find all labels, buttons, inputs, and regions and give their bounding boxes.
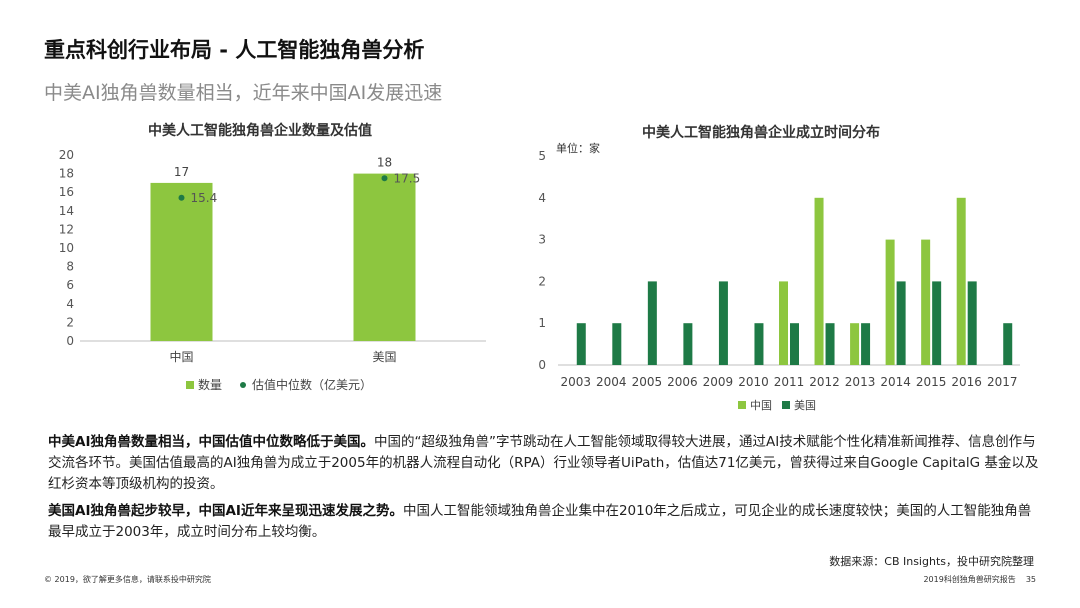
bar-china-2013	[850, 323, 860, 365]
legend-label-count: 数量	[198, 377, 222, 392]
y-tick-label: 18	[59, 167, 74, 181]
y-tick-label: 5	[538, 149, 546, 163]
legend-swatch-usa	[782, 401, 790, 409]
y-tick-label: 6	[66, 278, 74, 292]
bar-count-中国	[150, 182, 213, 341]
y-tick-label: 8	[66, 260, 74, 274]
valuation-point-中国	[178, 194, 185, 201]
x-tick-label: 2011	[774, 375, 805, 389]
bar-usa-2016	[967, 281, 977, 365]
bar-usa-2006	[683, 323, 693, 365]
bar-usa-2014	[896, 281, 906, 365]
bar-usa-2009	[718, 281, 728, 365]
data-label-count: 17	[174, 165, 189, 179]
bar-china-2016	[956, 197, 966, 365]
paragraph-1: 中美AI独角兽数量相当，中国估值中位数略低于美国。中国的“超级独角兽”字节跳动在…	[48, 432, 1043, 495]
y-tick-label: 2	[66, 315, 74, 329]
chart2-title: 中美人工智能独角兽企业成立时间分布	[642, 125, 880, 141]
y-tick-label: 0	[66, 334, 74, 348]
footer-report-name: 2019科创独角兽研究报告	[923, 575, 1016, 584]
bar-usa-2010	[754, 323, 764, 365]
y-tick-label: 1	[538, 316, 546, 330]
bar-usa-2003	[576, 323, 586, 365]
data-label-valuation: 15.4	[191, 191, 218, 205]
bar-usa-2011	[790, 323, 799, 365]
y-tick-label: 3	[538, 233, 546, 247]
x-tick-label: 2013	[845, 375, 876, 389]
y-tick-label: 20	[59, 148, 74, 162]
bar-usa-2013	[861, 323, 871, 365]
x-tick-label: 美国	[372, 350, 396, 364]
x-tick-label: 2010	[738, 375, 769, 389]
y-tick-label: 16	[59, 185, 74, 199]
footer-right: 2019科创独角兽研究报告 35	[913, 574, 1036, 585]
paragraph-2-lead: 美国AI独角兽起步较早，中国AI近年来呈现迅速发展之势。	[48, 503, 403, 519]
chart-founding-years: 0 1 2 3 4 5 2003 2004 2005 2006 2009 2010 2011 2012 20…	[538, 149, 1020, 412]
data-label-valuation: 17.5	[394, 171, 421, 185]
legend-marker-valuation	[240, 382, 246, 388]
legend-label-valuation: 估值中位数（亿美元）	[252, 377, 372, 392]
footer-copyright: © 2019，欲了解更多信息，请联系投中研究院	[44, 575, 211, 584]
x-tick-label: 2004	[596, 375, 627, 389]
x-tick-label: 2003	[560, 375, 591, 389]
legend-swatch-china	[738, 401, 746, 409]
page-number: 35	[1025, 575, 1036, 584]
bar-usa-2017	[1003, 323, 1013, 365]
bar-usa-2005	[647, 281, 657, 365]
y-tick-label: 4	[538, 191, 546, 205]
x-tick-label: 2015	[916, 375, 947, 389]
bar-usa-2015	[932, 281, 942, 365]
x-tick-label: 2005	[632, 375, 663, 389]
page-title: 重点科创行业布局 - 人工智能独角兽分析	[44, 38, 425, 62]
bar-china-2012	[814, 197, 824, 365]
x-tick-label: 2014	[880, 375, 911, 389]
legend-swatch-count	[186, 381, 194, 389]
y-tick-label: 0	[538, 358, 546, 372]
bar-usa-2004	[612, 323, 622, 365]
paragraph-2-body: 中国人工智能领域独角兽企业集中在2010年之后成立，可见企业的成长速度较快；美国…	[48, 503, 1032, 540]
x-tick-label: 2016	[951, 375, 982, 389]
bar-usa-2012	[825, 323, 835, 365]
legend-label-usa: 美国	[794, 399, 816, 412]
legend-label-china: 中国	[750, 399, 772, 412]
valuation-point-美国	[381, 175, 388, 182]
data-label-count: 18	[377, 156, 392, 170]
x-tick-label: 中国	[169, 349, 193, 364]
bar-count-美国	[353, 173, 416, 341]
bar-china-2015	[921, 239, 931, 365]
bar-china-2011	[779, 281, 788, 365]
bar-china-2014	[885, 239, 895, 365]
paragraph-1-body: 中国的“超级独角兽”字节跳动在人工智能领域取得较大进展，通过AI技术赋能个性化精…	[48, 434, 1039, 492]
y-tick-label: 2	[538, 274, 546, 288]
data-source: 数据来源：CB Insights，投中研究院整理	[829, 555, 1034, 568]
paragraph-1-lead: 中美AI独角兽数量相当，中国估值中位数略低于美国。	[48, 434, 374, 450]
chart2-unit-label: 单位：家	[556, 142, 600, 155]
x-tick-label: 2017	[987, 375, 1018, 389]
x-tick-label: 2006	[667, 375, 698, 389]
page-subtitle: 中美AI独角兽数量相当，近年来中国AI发展迅速	[44, 82, 443, 104]
paragraph-2: 美国AI独角兽起步较早，中国AI近年来呈现迅速发展之势。中国人工智能领域独角兽企…	[48, 501, 1043, 543]
x-tick-label: 2012	[809, 375, 840, 389]
y-tick-label: 12	[59, 222, 74, 236]
y-tick-label: 4	[66, 297, 74, 311]
y-tick-label: 10	[59, 241, 74, 255]
y-tick-label: 14	[59, 204, 74, 218]
x-tick-label: 2009	[703, 375, 734, 389]
chart1-title: 中美人工智能独角兽企业数量及估值	[148, 123, 372, 139]
